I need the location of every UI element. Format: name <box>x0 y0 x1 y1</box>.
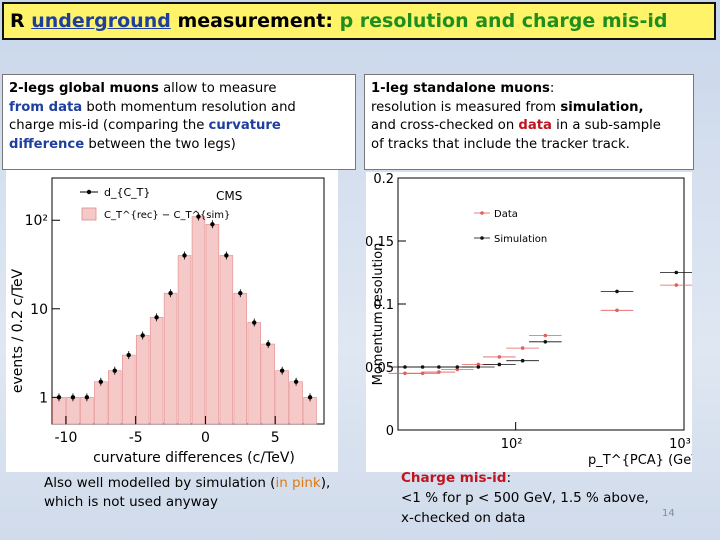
histogram-bar <box>149 317 164 425</box>
histogram-point <box>196 214 201 219</box>
x-tick-label: 10² <box>501 437 523 452</box>
curvature-histogram: -10 -5 0 5 1 10 10² curvature differences (c/Te… <box>6 170 338 472</box>
simulation-point <box>497 362 502 367</box>
histogram-point <box>224 253 229 258</box>
y-tick-label: 0.15 <box>366 235 394 250</box>
left-box-line1: 2-legs global muons allow to measure <box>9 81 277 96</box>
legend-label-simulation: Simulation <box>494 234 547 245</box>
legend-label-data: Data <box>494 209 518 220</box>
left-box-line4: difference between the two legs) <box>9 136 236 152</box>
right-box-line1: 1-leg standalone muons: <box>371 81 555 96</box>
x-tick-label: -10 <box>55 430 78 446</box>
title-underground: underground <box>31 10 171 32</box>
histogram-bar <box>163 292 178 425</box>
data-point <box>497 355 502 359</box>
histogram-point <box>252 320 257 325</box>
left-box-line2: from data both momentum resolution and <box>9 99 296 115</box>
simulation-point <box>455 365 460 369</box>
x-tick-label: -5 <box>129 430 143 446</box>
histogram-point <box>266 341 271 347</box>
legend-label-sim: C_T^{rec} − C_T^{sim} <box>104 210 230 221</box>
right-box-line4: of tracks that include the tracker track… <box>371 136 630 152</box>
histogram-point <box>154 315 159 320</box>
y-tick-label: 10 <box>30 302 48 318</box>
histogram-bar <box>205 223 220 425</box>
histogram-point <box>168 291 173 296</box>
momentum-resolution-plot: 0 0.05 0.1 0.15 0.2 10² 10³ Data Simulation Momen… <box>365 172 717 472</box>
y-axis-label: Momentum resolution <box>371 243 386 386</box>
histogram-point <box>126 352 131 358</box>
histogram-bar <box>289 381 303 425</box>
legend-marker-data <box>480 211 484 215</box>
histogram-bar <box>122 354 136 425</box>
x-tick-label: 0 <box>201 430 210 446</box>
histogram-bar <box>233 292 248 425</box>
y-tick-label: 10² <box>25 213 48 229</box>
simulation-point <box>476 365 481 369</box>
y-tick-label: 0 <box>386 424 394 439</box>
x-tick-label: 10³ <box>669 437 691 452</box>
data-point <box>476 362 481 367</box>
right-text-box: 1-leg standalone muons: resolution is me… <box>364 74 694 170</box>
data-point <box>437 370 441 374</box>
simulation-point <box>437 365 441 369</box>
legend-marker-data <box>86 189 92 195</box>
slide-number: 14 <box>662 508 675 519</box>
right-note: Charge mis-id: <1 % for p < 500 GeV, 1.5… <box>401 470 649 526</box>
title-highlight: p resolution and charge mis-id <box>339 10 668 32</box>
data-point <box>403 371 407 376</box>
left-text-box: 2-legs global muons allow to measure fro… <box>2 74 356 170</box>
histogram-bar <box>247 322 261 425</box>
histogram-point <box>182 253 187 258</box>
right-box-line3: and cross-checked on data in a sub-sampl… <box>371 118 661 133</box>
histogram-bar <box>219 255 234 425</box>
data-point <box>520 346 525 350</box>
cms-label: CMS <box>216 189 242 203</box>
left-box-line3: charge mis-id (comparing the curvature <box>9 118 281 133</box>
resolution-frame <box>397 177 685 431</box>
resolution-svg: 0 0.05 0.1 0.15 0.2 10² 10³ Data Simulation Momen… <box>365 172 717 468</box>
histogram-bar <box>261 343 275 425</box>
histogram-bar <box>108 370 122 425</box>
slide-title: R underground measurement: p resolution … <box>2 2 716 40</box>
histogram-point <box>210 222 215 227</box>
histogram-point <box>279 368 285 373</box>
histogram-point <box>112 368 117 373</box>
data-point <box>543 333 548 338</box>
x-axis-label: curvature differences (c/TeV) <box>93 450 295 466</box>
simulation-point <box>615 289 619 294</box>
histogram-bar <box>275 370 289 425</box>
legend-label-data: d_{C_T} <box>104 186 150 199</box>
histogram-bar <box>177 255 192 425</box>
data-point <box>455 367 460 372</box>
histogram-point <box>84 395 90 400</box>
data-point <box>674 283 679 287</box>
simulation-point <box>520 358 525 363</box>
legend-marker-sim <box>81 207 97 221</box>
y-tick-label: 0.1 <box>373 298 394 313</box>
right-box-line2: resolution is measured from simulation, <box>371 99 644 115</box>
histogram-svg: -10 -5 0 5 1 10 10² curvature differences (c/Te… <box>10 177 325 466</box>
histogram-bar <box>191 216 206 425</box>
y-tick-label: 0.2 <box>373 172 394 187</box>
histogram-bar <box>94 381 108 425</box>
data-point <box>615 308 619 313</box>
x-tick-label: 5 <box>271 430 280 446</box>
histogram-point <box>238 291 243 296</box>
histogram-point <box>307 395 313 400</box>
simulation-point <box>403 365 407 369</box>
left-note: Also well modelled by simulation (in pin… <box>44 475 331 510</box>
y-axis-label: events / 0.2 c/TeV <box>10 268 26 393</box>
x-axis-label: p_T^{PCA} (GeV/c) <box>588 453 692 468</box>
y-tick-label: 1 <box>39 390 48 406</box>
histogram-point <box>293 379 299 384</box>
simulation-point <box>674 270 679 275</box>
y-tick-label: 0.05 <box>366 361 394 376</box>
histogram-point <box>140 333 145 338</box>
legend-marker-simulation <box>480 236 484 240</box>
histogram-bar <box>135 335 150 425</box>
histogram-point <box>98 379 104 384</box>
simulation-point <box>543 340 548 344</box>
histogram-point <box>70 395 76 400</box>
